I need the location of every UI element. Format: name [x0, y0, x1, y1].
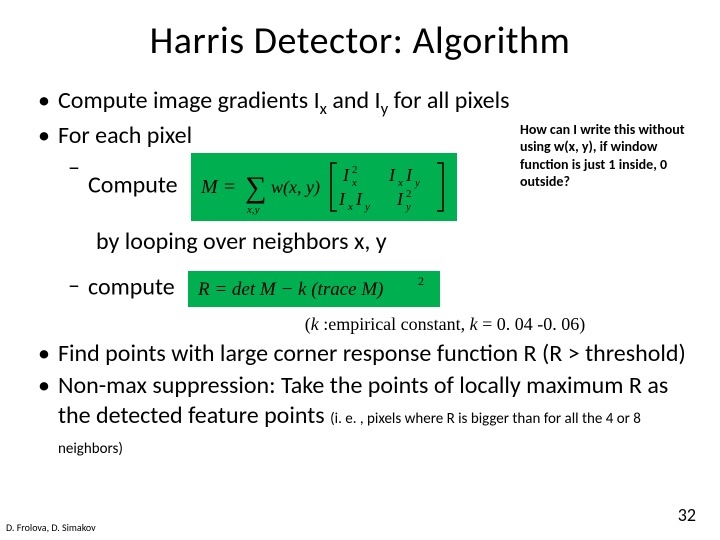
k2: k	[470, 314, 483, 334]
m21-Ia: I	[338, 189, 346, 209]
m11-x: x	[351, 177, 357, 189]
m12-Ia: I	[388, 165, 396, 185]
m12-x: x	[397, 177, 403, 189]
rbracket	[437, 163, 443, 211]
row-foreach: For each pixel Compute M = ∑ x,y w(x, y)	[28, 121, 692, 223]
bullet-find-points: Find points with large corner response f…	[28, 339, 692, 369]
m21-y: y	[364, 201, 370, 213]
m11-2: 2	[352, 164, 358, 176]
k1: k	[311, 314, 324, 334]
bullet-gradients: Compute image gradients Ix and Iy for al…	[28, 86, 692, 119]
text: for all pixels	[388, 86, 509, 115]
text: Compute	[88, 171, 178, 200]
sigma-sub: x,y	[246, 204, 260, 215]
m21-Ib: I	[355, 189, 363, 209]
bullet-compute-m: Compute M = ∑ x,y w(x, y)	[28, 153, 520, 221]
formula-r-svg: R = det M − k (trace M) 2	[196, 275, 432, 303]
lbracket	[331, 163, 337, 211]
loop-text: by looping over neighbors x, y	[28, 227, 692, 257]
annotation-question: How can I write this without using w(x, …	[520, 121, 692, 191]
bullet-compute-r: compute R = det M − k (trace M) 2	[28, 271, 692, 307]
m22-2: 2	[406, 188, 412, 200]
bullet-foreach: For each pixel	[28, 121, 520, 151]
m22-y: y	[405, 201, 411, 213]
m12-y: y	[414, 177, 420, 189]
footer-credit: D. Frolova, D. Simakov	[6, 521, 96, 534]
bullet-list: Compute image gradients Ix and Iy for al…	[28, 86, 692, 461]
w: w(x, y)	[271, 177, 320, 198]
formula-m-box: M = ∑ x,y w(x, y) I x 2	[191, 153, 457, 221]
formula-r-box: R = det M − k (trace M) 2	[188, 271, 440, 307]
sub-x: x	[320, 98, 327, 119]
m12-Ib: I	[405, 165, 413, 185]
k-constant-line: (k :empirical constant, k = 0. 04 -0. 06…	[198, 313, 692, 336]
mid1: :empirical constant,	[323, 314, 469, 334]
r-sup: 2	[418, 275, 424, 288]
text: Compute image gradients I	[58, 86, 320, 115]
sigma: ∑	[245, 171, 266, 204]
m11-I: I	[342, 165, 350, 185]
text: compute	[88, 273, 175, 302]
m21-x: x	[347, 201, 353, 213]
lhs: M =	[201, 176, 236, 198]
page-number: 32	[678, 504, 696, 526]
slide-title: Harris Detector: Algorithm	[28, 18, 692, 64]
formula-m-svg: M = ∑ x,y w(x, y) I x 2	[201, 159, 447, 215]
spacer	[28, 263, 692, 271]
mid2: = 0. 04 -0. 06)	[482, 314, 585, 334]
slide: Harris Detector: Algorithm Compute image…	[0, 0, 720, 540]
m22-I: I	[396, 189, 404, 209]
r-text: R = det M − k (trace M)	[197, 279, 384, 300]
bullet-nonmax: Non-max suppression: Take the points of …	[28, 371, 692, 461]
text: and I	[327, 86, 381, 115]
